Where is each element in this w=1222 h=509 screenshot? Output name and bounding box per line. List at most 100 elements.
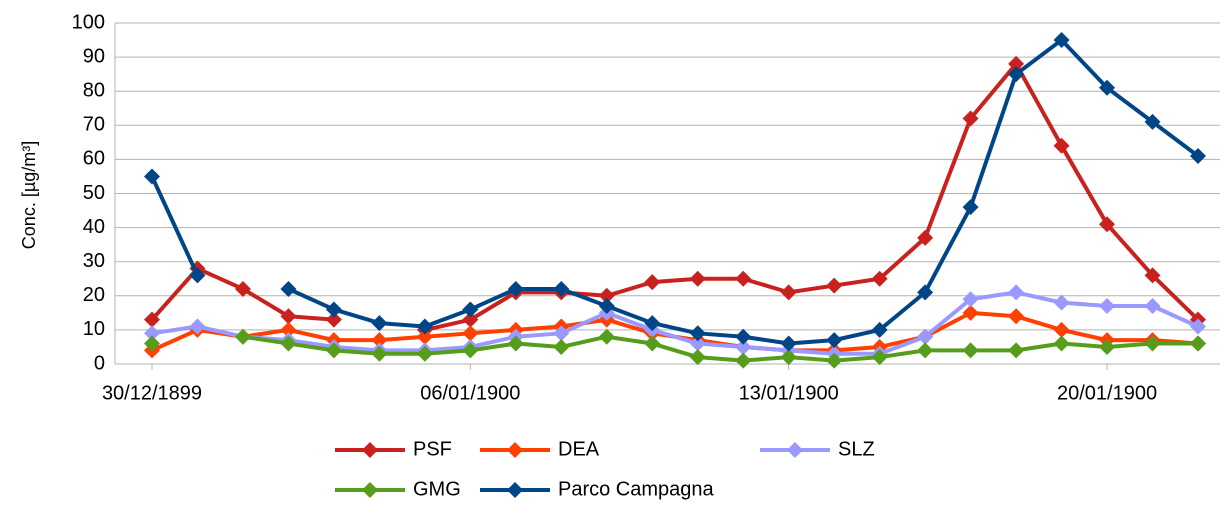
data-point xyxy=(553,338,570,355)
data-point xyxy=(644,274,661,291)
data-point xyxy=(1008,55,1025,72)
data-point xyxy=(1008,342,1025,359)
legend-marker xyxy=(507,442,523,458)
y-tick-label: 70 xyxy=(83,114,105,136)
data-point xyxy=(553,280,570,297)
data-point xyxy=(1053,321,1070,338)
legend-label: PSF xyxy=(413,438,452,460)
data-point xyxy=(644,315,661,332)
data-point xyxy=(416,318,433,335)
data-point xyxy=(325,301,342,318)
y-tick-label: 100 xyxy=(72,11,105,33)
y-tick-label: 60 xyxy=(83,148,105,170)
legend-label: SLZ xyxy=(838,438,875,460)
data-point xyxy=(1008,308,1025,325)
data-point xyxy=(1144,267,1161,284)
data-point xyxy=(1190,147,1206,164)
data-point xyxy=(371,315,388,332)
data-point xyxy=(416,328,433,345)
data-point xyxy=(689,349,706,366)
data-point xyxy=(1099,79,1116,96)
data-point xyxy=(962,110,979,127)
data-point xyxy=(826,332,843,349)
data-point xyxy=(962,304,979,321)
x-tick-label: 06/01/1900 xyxy=(420,382,520,404)
data-point xyxy=(1099,216,1116,233)
data-point xyxy=(826,277,843,294)
legend-marker xyxy=(362,482,378,498)
data-point xyxy=(1144,298,1161,315)
data-point xyxy=(962,291,979,308)
data-point xyxy=(1190,318,1206,335)
legend-marker xyxy=(787,442,803,458)
y-tick-label: 10 xyxy=(83,318,105,340)
data-point xyxy=(1099,338,1116,355)
data-point xyxy=(144,311,160,328)
data-point xyxy=(735,352,752,369)
data-point xyxy=(144,168,160,185)
data-point xyxy=(189,318,206,335)
legend-label: DEA xyxy=(558,438,600,460)
data-point xyxy=(280,335,297,352)
y-tick-label: 80 xyxy=(83,79,105,101)
data-point xyxy=(1144,113,1161,130)
series-line xyxy=(242,334,1198,363)
data-point xyxy=(325,342,342,359)
data-point xyxy=(1008,284,1025,301)
data-point xyxy=(1190,335,1206,352)
data-point xyxy=(1099,298,1116,315)
y-tick-label: 50 xyxy=(83,182,105,204)
data-point xyxy=(735,338,752,355)
legend-label: Parco Campagna xyxy=(558,478,715,500)
data-point xyxy=(917,328,934,345)
data-point xyxy=(780,284,797,301)
data-point xyxy=(780,349,797,366)
data-point xyxy=(416,345,433,362)
data-point xyxy=(598,287,615,304)
data-point xyxy=(144,325,160,342)
data-point xyxy=(234,328,251,345)
data-point xyxy=(917,229,934,246)
data-point xyxy=(917,342,934,359)
data-point xyxy=(189,267,206,284)
y-tick-label: 40 xyxy=(83,216,105,238)
data-point xyxy=(871,270,888,287)
data-point xyxy=(780,335,797,352)
y-tick-label: 90 xyxy=(83,45,105,67)
data-point xyxy=(1053,335,1070,352)
x-tick-label: 20/01/1900 xyxy=(1057,382,1157,404)
y-tick-label: 0 xyxy=(94,352,105,374)
data-point xyxy=(325,311,342,328)
data-point xyxy=(826,352,843,369)
data-point xyxy=(689,335,706,352)
data-point xyxy=(280,321,297,338)
y-axis-label: Conc. [µg/m³] xyxy=(19,141,39,249)
data-point xyxy=(507,280,524,297)
data-point xyxy=(144,335,160,352)
y-tick-label: 20 xyxy=(83,284,105,306)
data-point xyxy=(234,280,251,297)
data-point xyxy=(1053,137,1070,154)
data-point xyxy=(280,280,297,297)
data-point xyxy=(1053,32,1070,49)
data-point xyxy=(917,284,934,301)
x-tick-label: 13/01/1900 xyxy=(739,382,839,404)
data-point xyxy=(644,335,661,352)
data-point xyxy=(371,332,388,349)
legend-marker xyxy=(507,482,523,498)
data-point xyxy=(462,342,479,359)
series-line xyxy=(151,290,1199,356)
data-point xyxy=(598,328,615,345)
x-tick-label: 30/12/1899 xyxy=(102,382,202,404)
legend-label: GMG xyxy=(413,478,461,500)
data-point xyxy=(462,325,479,342)
data-point xyxy=(462,311,479,328)
data-point xyxy=(598,298,615,315)
data-point xyxy=(1144,335,1161,352)
data-point xyxy=(462,301,479,318)
data-point xyxy=(871,321,888,338)
data-point xyxy=(689,270,706,287)
data-point xyxy=(371,345,388,362)
legend-marker xyxy=(362,442,378,458)
